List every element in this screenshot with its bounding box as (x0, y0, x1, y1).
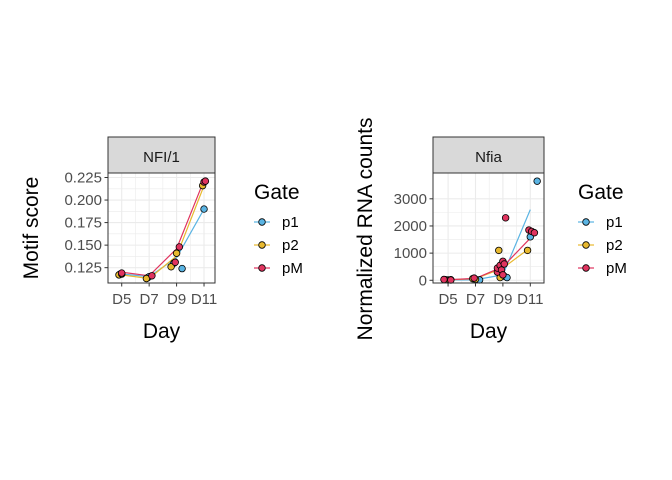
legend-label-pM: pM (282, 260, 303, 277)
legend-label-p2: p2 (606, 237, 623, 254)
legend-label-p1: p1 (606, 214, 623, 231)
data-point-p1 (533, 177, 541, 185)
data-point-pM (470, 274, 478, 282)
data-point-p2 (167, 263, 175, 271)
legend-key-point-p2 (258, 241, 266, 249)
legend-key-point-pM (258, 264, 266, 272)
data-point-pM (447, 276, 455, 284)
series-line-p2 (121, 185, 205, 280)
strip-label-nfia: Nfia (475, 149, 502, 166)
y-axis-title-nfia: Normalized RNA counts (354, 118, 377, 341)
y-tick-label: 0.225 (64, 170, 102, 187)
plot-border-nfi1 (107, 172, 216, 284)
data-point-pM (171, 258, 179, 266)
data-point-pM (440, 275, 448, 284)
y-tick-label: 2000 (394, 218, 427, 235)
x-tick-label: D5 (112, 291, 131, 308)
y-ticks-nfia: 0 1000 2000 3000 (394, 191, 433, 289)
y-axis-title-nfi1: Motif score (20, 177, 43, 280)
x-ticks-nfia: D5 D7 D9 D11 (438, 283, 543, 308)
x-tick-label: D7 (466, 291, 485, 308)
y-tick-label: 0 (419, 272, 427, 289)
x-tick-label: D9 (493, 291, 512, 308)
x-tick-label: D11 (517, 291, 543, 308)
legend-nfia: Gate p1 p2 pM (578, 181, 627, 277)
y-tick-label: 3000 (394, 191, 427, 208)
x-tick-label: D5 (438, 291, 457, 308)
y-ticks-nfi1: 0.125 0.150 0.175 0.200 0.225 (64, 170, 108, 277)
strip-nfi1 (107, 136, 216, 174)
data-point-pM (501, 214, 510, 222)
series-line-pM (448, 237, 531, 281)
legend-key-point-p1 (582, 218, 590, 226)
data-point-pM (499, 271, 507, 279)
legend-label-pM: pM (606, 260, 627, 277)
y-tick-label: 0.200 (64, 192, 102, 209)
data-point-pM (201, 177, 210, 185)
data-point-p1 (200, 205, 208, 213)
series-line-p1 (448, 209, 531, 281)
legend-key-point-pM (582, 264, 590, 272)
data-point-pM (530, 229, 539, 237)
data-point-p2 (495, 246, 503, 255)
x-axis-title-nfi1: Day (143, 320, 181, 343)
series-line-pM (121, 179, 205, 277)
panel-nfi1: NFI/1 0.125 0.150 0.175 0.200 0.225 D5 D7 D9 D1… (20, 136, 303, 343)
y-tick-label: 0.150 (64, 237, 102, 254)
series-lines-nfi1 (121, 179, 205, 280)
series-points-nfi1 (115, 177, 210, 283)
data-point-pM (175, 243, 184, 251)
y-tick-label: 1000 (394, 245, 427, 262)
data-point-pM (500, 260, 508, 268)
data-point-pM (148, 272, 156, 280)
panel-nfia: Nfia 0 1000 2000 3000 D5 D7 D9 D11 Day Normali… (354, 118, 627, 343)
data-point-p2 (523, 246, 532, 255)
x-tick-label: D11 (191, 291, 217, 308)
legend-label-p1: p1 (282, 214, 299, 231)
strip-label-nfi1: NFI/1 (143, 149, 180, 166)
legend-label-p2: p2 (282, 237, 299, 254)
data-point-p2 (172, 249, 181, 257)
legend-key-point-p1 (258, 218, 266, 226)
x-ticks-nfi1: D5 D7 D9 D11 (112, 283, 217, 308)
legend-title-nfi1: Gate (254, 181, 300, 204)
x-tick-label: D7 (140, 291, 159, 308)
plot-border-nfia (432, 172, 545, 284)
data-point-p1 (178, 264, 186, 273)
x-tick-label: D9 (167, 291, 186, 308)
data-point-pM (118, 269, 126, 277)
x-axis-title-nfia: Day (470, 320, 508, 343)
legend-nfi1: Gate p1 p2 pM (254, 181, 303, 277)
y-tick-label: 0.175 (64, 215, 102, 232)
series-points-nfia (440, 177, 541, 284)
series-lines-nfia (448, 209, 531, 281)
legend-title-nfia: Gate (578, 181, 624, 204)
y-tick-label: 0.125 (64, 260, 102, 277)
gridlines-nfi1 (108, 173, 215, 283)
legend-key-point-p2 (582, 241, 590, 249)
